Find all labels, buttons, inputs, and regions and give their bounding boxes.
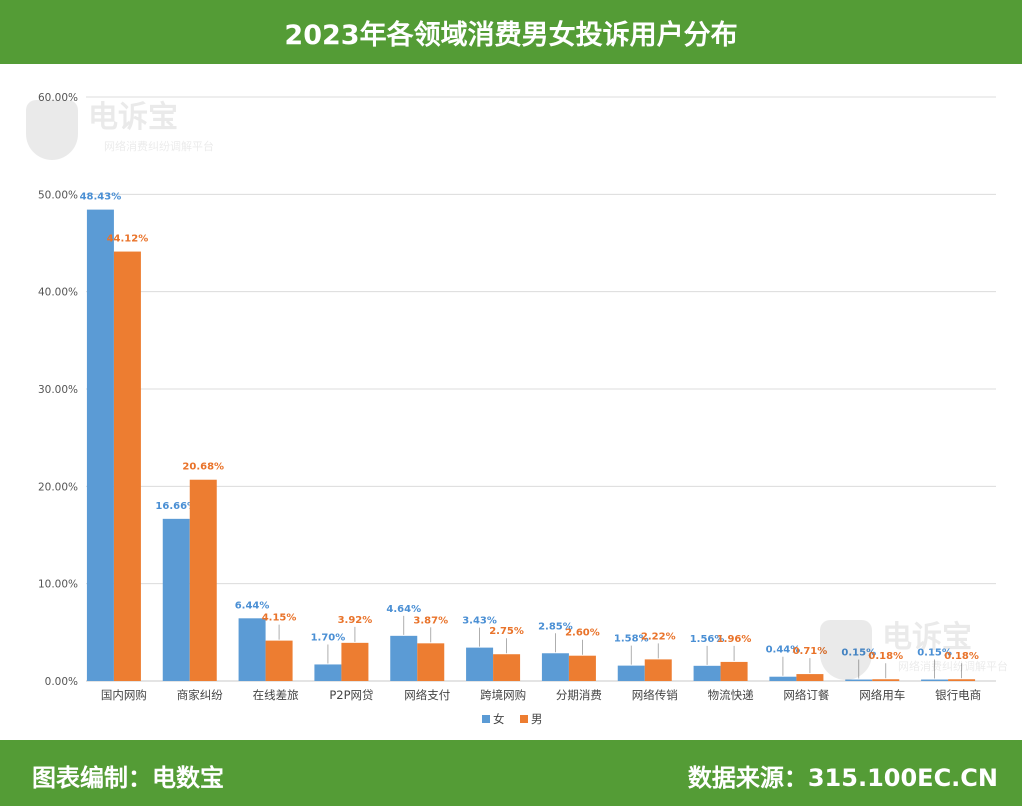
- bar-female: [845, 679, 873, 681]
- bar-female: [162, 518, 190, 681]
- data-label: 0.71%: [793, 646, 828, 657]
- x-tick-label: P2P网贷: [329, 688, 373, 702]
- compiler-credit: 图表编制：电数宝: [32, 764, 224, 792]
- y-tick-label: 0.00%: [45, 676, 78, 688]
- bar-male: [720, 661, 748, 681]
- bar-female: [86, 209, 114, 681]
- bar-female: [466, 647, 494, 681]
- data-label: 1.56%: [690, 634, 725, 645]
- data-label: 0.15%: [917, 648, 952, 659]
- data-label: 2.75%: [489, 626, 524, 637]
- legend-swatch: [482, 715, 490, 723]
- x-tick-label: 网络传销: [632, 688, 678, 702]
- data-label: 0.18%: [944, 651, 979, 662]
- chart-title-bar: 2023年各领域消费男女投诉用户分布: [0, 0, 1022, 64]
- chart-area: 0.00% 10.00% 20.00% 30.00% 40.00% 50.00% 60.00…: [0, 64, 1022, 740]
- bar-female: [238, 618, 266, 681]
- bar-female: [541, 653, 569, 681]
- bar-male: [417, 643, 445, 681]
- bar-female: [769, 676, 797, 681]
- bar-chart: 0.00% 10.00% 20.00% 30.00% 40.00% 50.00% 60.00…: [38, 92, 996, 726]
- data-label: 1.58%: [614, 634, 649, 645]
- data-label: 44.12%: [107, 234, 149, 245]
- data-label: 4.64%: [386, 604, 421, 615]
- x-tick-label: 银行电商: [935, 688, 981, 702]
- bar-male: [568, 655, 596, 681]
- legend-label: 男: [531, 712, 543, 726]
- data-label: 1.70%: [311, 632, 346, 643]
- data-label: 48.43%: [80, 192, 122, 203]
- legend-label: 女: [493, 712, 505, 726]
- chart-title: 2023年各领域消费男女投诉用户分布: [284, 19, 738, 51]
- bar-male: [113, 251, 141, 681]
- x-tick-label: 网络用车: [859, 688, 905, 702]
- bar-female: [314, 664, 342, 681]
- y-tick-label: 30.00%: [38, 384, 78, 396]
- data-label: 0.44%: [766, 645, 801, 656]
- data-label: 20.68%: [182, 462, 224, 473]
- x-tick-label: 物流快递: [708, 688, 754, 702]
- data-source: 数据来源：315.100EC.CN: [687, 764, 998, 792]
- data-label: 3.92%: [338, 615, 373, 626]
- data-label: 3.87%: [413, 615, 448, 626]
- data-label: 0.15%: [841, 648, 876, 659]
- legend-swatch: [520, 715, 528, 723]
- data-label: 16.66%: [155, 501, 197, 512]
- data-label: 1.96%: [717, 634, 752, 645]
- y-tick-label: 20.00%: [38, 481, 78, 493]
- data-label: 0.18%: [868, 651, 903, 662]
- x-tick-label: 在线差旅: [253, 688, 299, 702]
- bar-female: [921, 679, 949, 681]
- bar-male: [948, 679, 976, 681]
- footer-bar: 图表编制：电数宝 数据来源：315.100EC.CN: [0, 740, 1022, 806]
- x-tick-label: 国内网购: [101, 688, 147, 702]
- x-tick-label: 网络订餐: [783, 688, 829, 702]
- x-tick-label: 跨境网购: [480, 688, 526, 702]
- y-tick-label: 40.00%: [38, 287, 78, 299]
- x-tick-label: 商家纠纷: [177, 688, 223, 702]
- y-tick-label: 50.00%: [38, 189, 78, 201]
- data-label: 2.22%: [641, 631, 676, 642]
- bar-male: [796, 674, 824, 681]
- data-label: 3.43%: [462, 616, 497, 627]
- bar-female: [617, 665, 645, 681]
- bar-female: [390, 635, 418, 681]
- y-tick-label: 10.00%: [38, 579, 78, 591]
- y-tick-label: 60.00%: [38, 92, 78, 104]
- bar-male: [341, 642, 369, 681]
- x-tick-label: 分期消费: [556, 688, 602, 702]
- data-label: 2.85%: [538, 621, 573, 632]
- data-label: 6.44%: [235, 600, 270, 611]
- bar-female: [693, 665, 721, 681]
- bar-male: [644, 659, 672, 681]
- bar-male: [265, 640, 293, 681]
- bar-male: [189, 479, 217, 681]
- bar-male: [493, 654, 521, 681]
- bar-male: [872, 679, 900, 681]
- data-label: 4.15%: [262, 613, 297, 624]
- data-label: 2.60%: [565, 628, 600, 639]
- x-tick-label: 网络支付: [404, 688, 450, 702]
